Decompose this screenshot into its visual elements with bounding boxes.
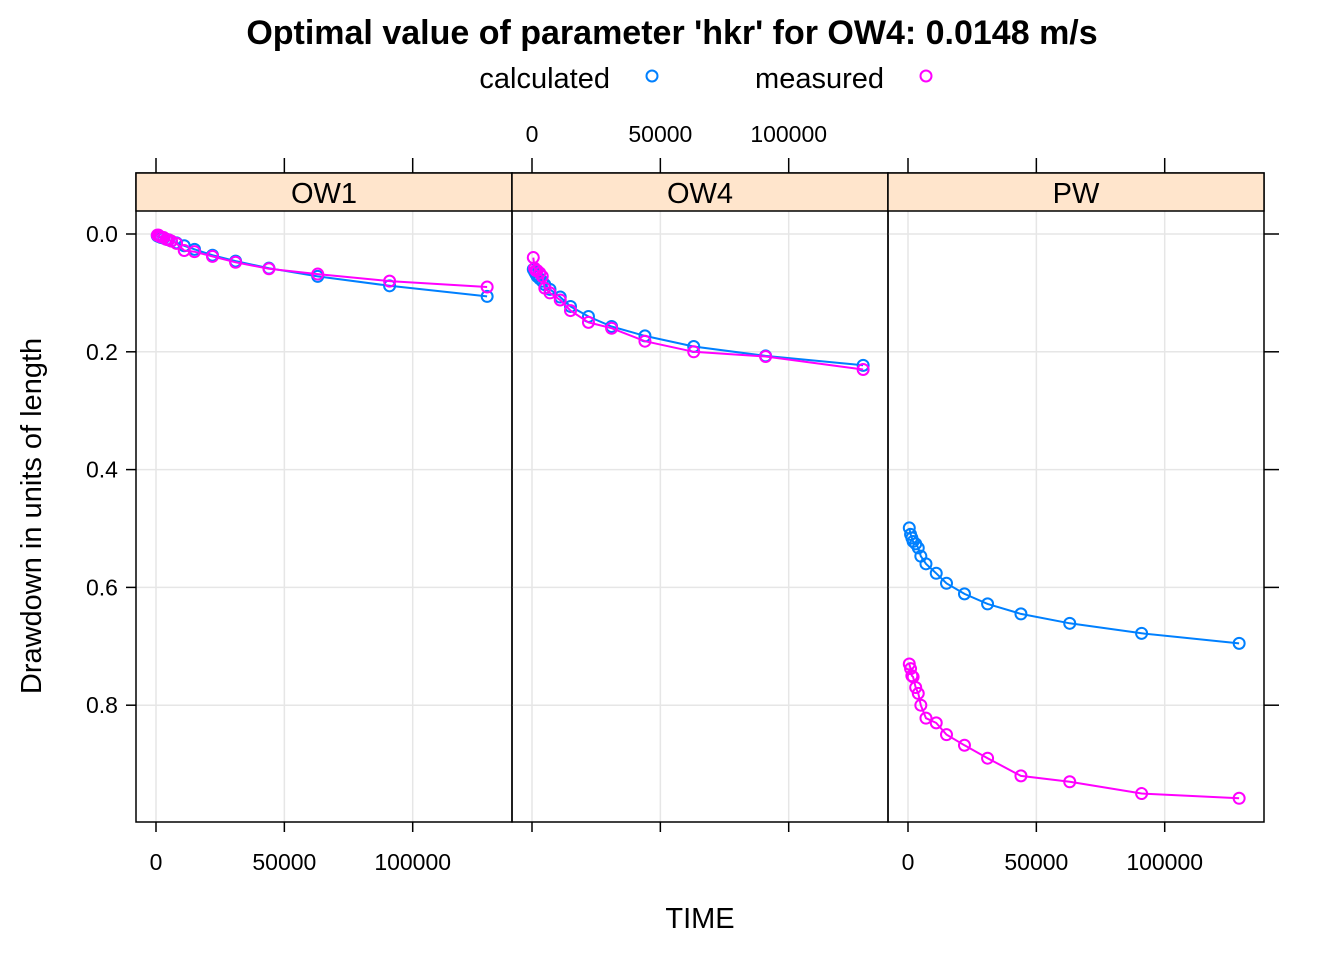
- y-tick-label: 0.4: [86, 457, 118, 483]
- panel-pw: PW 0 50000 100000: [887, 158, 1265, 875]
- strip-ow4: [511, 172, 889, 212]
- x-tick-label: 0: [902, 849, 915, 875]
- point-measured: [856, 362, 870, 376]
- point-calculated: [981, 597, 995, 611]
- y-tick-label: 0.6: [86, 574, 118, 600]
- chart-title: Optimal value of parameter 'hkr' for OW4…: [246, 14, 1097, 52]
- point-measured: [911, 686, 925, 700]
- point-calculated: [856, 358, 870, 372]
- point-measured: [905, 669, 919, 683]
- point-measured: [581, 315, 595, 329]
- strip-label-pw: PW: [1053, 178, 1100, 210]
- point-calculated: [919, 557, 933, 571]
- point-measured: [170, 236, 184, 250]
- legend-marker-calculated: [645, 69, 659, 83]
- x-axis-label: TIME: [665, 903, 734, 935]
- point-measured: [904, 662, 918, 676]
- x-tick-label: 100000: [374, 849, 451, 875]
- legend-label-calculated: calculated: [479, 63, 610, 95]
- strip-label-ow1: OW1: [291, 178, 357, 210]
- panel-ow4: OW4 0 50000 100000: [511, 121, 889, 832]
- point-measured: [759, 350, 773, 364]
- y-tick-label: 0.8: [86, 692, 118, 718]
- point-measured: [914, 698, 928, 712]
- point-calculated: [957, 587, 971, 601]
- point-measured: [262, 262, 276, 276]
- point-calculated: [911, 541, 925, 555]
- point-measured: [909, 681, 923, 695]
- point-measured: [1014, 769, 1028, 783]
- point-calculated: [1063, 616, 1077, 630]
- point-measured: [535, 269, 549, 283]
- point-measured: [929, 716, 943, 730]
- strip-pw: [887, 172, 1265, 212]
- point-measured: [480, 280, 494, 294]
- point-measured: [553, 293, 567, 307]
- panels: OW1 0 50000 100000 OW4 0 50000 100000 PW 0 50000 10…: [86, 121, 1279, 875]
- x-tick-label-top: 0: [526, 121, 539, 147]
- legend-marker-measured: [919, 69, 933, 83]
- point-measured: [1063, 775, 1077, 789]
- point-calculated: [480, 289, 494, 303]
- point-calculated: [564, 299, 578, 313]
- x-tick-label: 100000: [1126, 849, 1203, 875]
- panel-frame: [135, 172, 513, 823]
- point-calculated: [929, 566, 943, 580]
- y-tick-label: 0.2: [86, 339, 118, 365]
- y-axis-label: Drawdown in units of length: [16, 338, 48, 694]
- point-measured: [311, 267, 325, 281]
- point-measured: [383, 274, 397, 288]
- y-tick-label: 0.0: [86, 221, 118, 247]
- x-tick-label-top: 50000: [628, 121, 692, 147]
- point-measured: [919, 711, 933, 725]
- x-tick-label: 50000: [1004, 849, 1068, 875]
- x-tick-label: 50000: [252, 849, 316, 875]
- point-measured: [605, 321, 619, 335]
- series-line-calculated: [156, 234, 488, 298]
- point-measured: [1135, 787, 1149, 801]
- x-tick-label-top: 100000: [750, 121, 827, 147]
- panel-frame: [887, 172, 1265, 823]
- point-calculated: [1232, 636, 1246, 650]
- point-measured: [564, 304, 578, 318]
- point-measured: [687, 345, 701, 359]
- point-calculated: [1014, 607, 1028, 621]
- point-measured: [638, 334, 652, 348]
- point-measured: [940, 728, 954, 742]
- point-calculated: [940, 576, 954, 590]
- point-calculated: [1135, 626, 1149, 640]
- point-measured: [1232, 791, 1246, 805]
- point-measured: [957, 738, 971, 752]
- point-calculated: [543, 282, 557, 296]
- legend: calculated measured: [479, 63, 933, 95]
- panel-frame: [511, 172, 889, 823]
- strip-ow1: [135, 172, 513, 212]
- point-measured: [205, 249, 219, 263]
- point-measured: [981, 751, 995, 765]
- point-measured: [543, 286, 557, 300]
- point-measured: [229, 255, 243, 269]
- legend-label-measured: measured: [755, 63, 884, 95]
- strip-label-ow4: OW4: [667, 178, 733, 210]
- point-measured: [188, 245, 202, 259]
- panel-ow1: OW1 0 50000 100000: [135, 158, 513, 875]
- x-tick-label: 0: [150, 849, 163, 875]
